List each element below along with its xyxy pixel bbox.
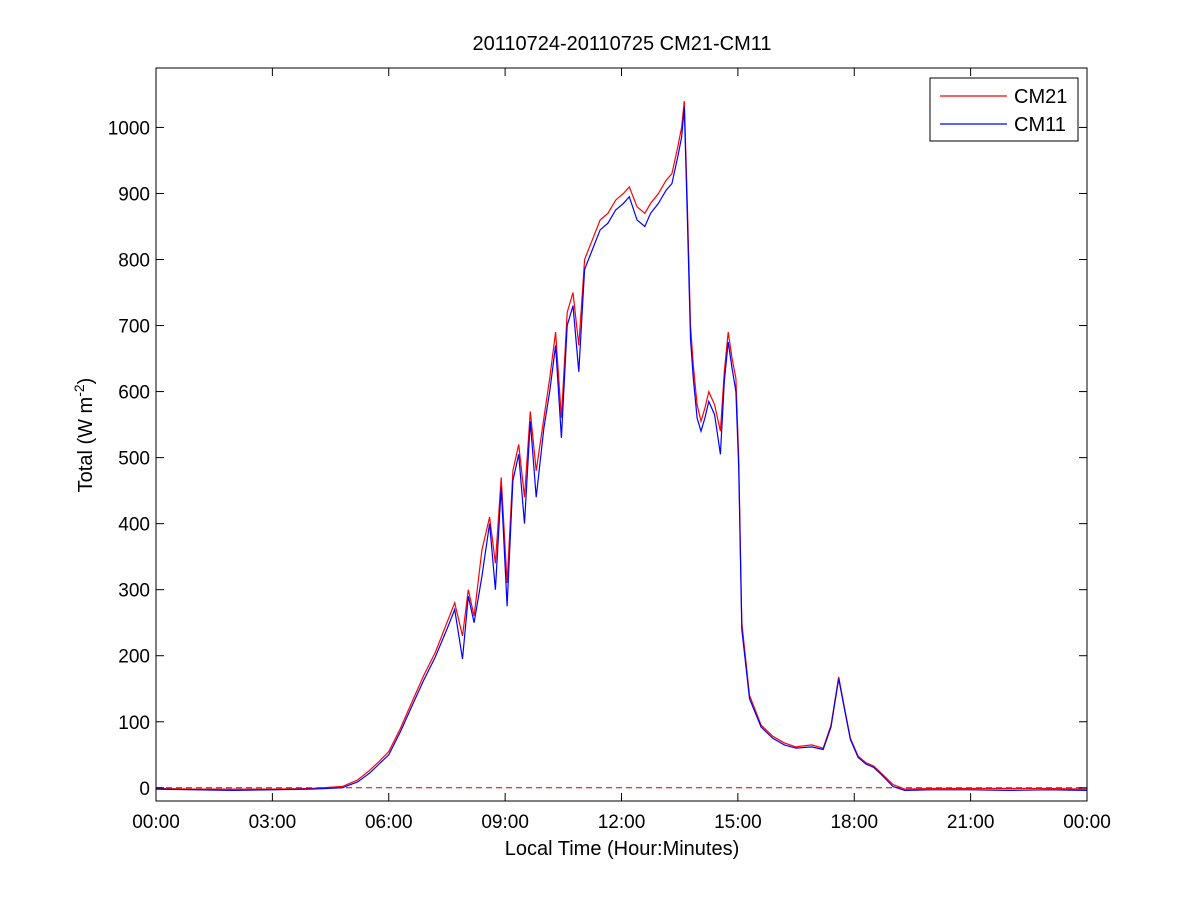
legend-label-cm21: CM21 xyxy=(1014,86,1067,108)
y-tick-label: 800 xyxy=(118,251,150,272)
y-tick-label: 200 xyxy=(118,647,150,668)
y-tick-label: 900 xyxy=(118,184,150,205)
legend: CM21 CM11 xyxy=(929,77,1079,142)
y-tick-label: 700 xyxy=(118,317,150,338)
legend-box xyxy=(929,77,1079,142)
plot-background xyxy=(156,68,1087,801)
x-tick-label: 09:00 xyxy=(481,812,529,833)
y-tick-label: 1000 xyxy=(108,118,150,139)
legend-label-cm11: CM11 xyxy=(1014,114,1066,136)
x-tick-label: 12:00 xyxy=(598,812,646,833)
chart-title: 20110724-20110725 CM21-CM11 xyxy=(472,33,771,55)
y-tick-label: 300 xyxy=(118,581,150,602)
x-tick-label: 21:00 xyxy=(947,812,995,833)
x-tick-label: 00:00 xyxy=(1063,812,1111,833)
x-axis-label: Local Time (Hour:Minutes) xyxy=(505,838,740,860)
y-tick-label: 500 xyxy=(118,449,150,470)
axis-ticks: 00:00 03:00 06:00 09:00 12:00 15:00 18:00 21:00… xyxy=(108,68,1111,833)
x-tick-label: 06:00 xyxy=(365,812,413,833)
plot-area: 00:00 03:00 06:00 09:00 12:00 15:00 18:00 21:00… xyxy=(108,67,1111,833)
y-tick-label: 600 xyxy=(118,383,150,404)
x-tick-label: 15:00 xyxy=(714,812,762,833)
y-axis-label-close: ) xyxy=(75,378,97,385)
x-tick-label: 18:00 xyxy=(830,812,878,833)
y-axis-label-superscript: -2 xyxy=(71,384,87,397)
y-tick-label: 400 xyxy=(118,515,150,536)
y-axis-label: Total (W m-2) xyxy=(71,378,97,493)
x-tick-label: 03:00 xyxy=(249,812,297,833)
series-line-cm11 xyxy=(155,107,1088,792)
y-tick-label: 0 xyxy=(139,779,150,800)
y-axis-label-main: Total (W m xyxy=(75,397,97,493)
y-tick-label: 100 xyxy=(118,713,150,734)
x-tick-label: 00:00 xyxy=(132,812,180,833)
